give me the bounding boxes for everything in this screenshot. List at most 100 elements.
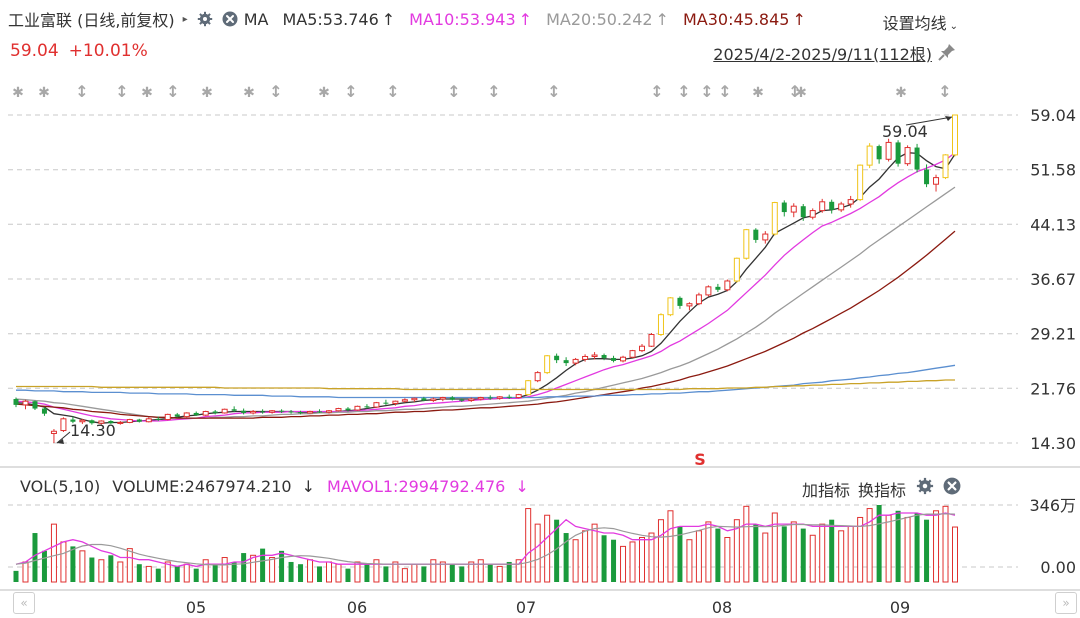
double-chevron-right-icon: » xyxy=(1062,596,1070,610)
candle-body xyxy=(383,402,389,404)
candle-body xyxy=(534,372,541,382)
stock-name[interactable]: 工业富联 (日线,前复权) xyxy=(8,11,175,30)
volume-bar xyxy=(411,563,418,583)
volume-bar xyxy=(212,564,218,582)
candle-body xyxy=(32,401,38,409)
current-price: 59.04 xyxy=(10,41,59,61)
price-tick-label: 29.21 xyxy=(1030,325,1076,344)
candles xyxy=(13,114,958,443)
volume-bar xyxy=(885,514,892,583)
scroll-right-button[interactable]: » xyxy=(1055,592,1077,614)
pin-icon[interactable] xyxy=(937,42,957,62)
candle-body xyxy=(126,419,133,423)
volume-bar xyxy=(582,530,589,583)
event-arrow-marker: ↕ xyxy=(700,82,713,101)
candle-body xyxy=(117,421,124,424)
candle-body xyxy=(876,146,882,160)
month-tick-label: 07 xyxy=(516,598,536,617)
volume-bar xyxy=(952,526,958,583)
ma-line xyxy=(15,230,956,419)
candle-body xyxy=(601,355,607,358)
ma-legend: MA5:53.746 ↑ MA10:53.943 ↑ MA20:50.242 ↑ MA30:… xyxy=(268,10,805,29)
candle-body xyxy=(544,355,551,374)
candle-body xyxy=(554,355,560,361)
candle-body xyxy=(364,406,370,408)
candle-body xyxy=(487,397,493,399)
low-price-label: 14.30 xyxy=(70,421,116,440)
candle-body xyxy=(307,410,314,414)
volume-bar xyxy=(563,533,569,582)
candle-body xyxy=(449,397,455,400)
close-icon[interactable] xyxy=(222,11,238,27)
ma-legend-item: MA20:50.242 ↑ xyxy=(546,10,669,29)
volume-bar xyxy=(847,525,854,583)
volume-bar xyxy=(838,530,845,583)
candle-body xyxy=(468,398,475,401)
volume-bar xyxy=(753,524,759,582)
candle-body xyxy=(506,396,512,398)
candle-body xyxy=(430,398,437,401)
high-pointer-line xyxy=(905,116,953,126)
change-percent: +10.01% xyxy=(68,41,148,61)
ma-trend-arrow: ↑ xyxy=(381,9,396,29)
month-tick-label: 08 xyxy=(712,598,732,617)
volume-gear-icon[interactable] xyxy=(916,477,934,495)
candle-body xyxy=(335,408,342,412)
candle-body xyxy=(648,333,655,347)
candle-body xyxy=(695,294,702,305)
scroll-left-button[interactable]: « xyxy=(13,592,35,614)
candle-body xyxy=(762,233,769,241)
volume-bar xyxy=(164,561,171,583)
date-range[interactable]: 2025/4/2-2025/9/11(112根) xyxy=(713,45,932,64)
candle-body xyxy=(41,408,47,414)
volume-bar xyxy=(771,512,778,583)
candle-body xyxy=(933,177,940,185)
add-indicator-button[interactable]: 加指标 xyxy=(801,481,850,500)
high-pointer-arrowhead xyxy=(945,116,952,121)
price-tick-label: 59.04 xyxy=(1030,106,1076,125)
volume-bar xyxy=(22,561,29,583)
vol-indicator-name[interactable]: VOL(5,10) xyxy=(20,477,101,496)
candle-body xyxy=(496,396,503,399)
gear-icon[interactable] xyxy=(197,11,213,27)
ma-legend-item: MA5:53.746 ↑ xyxy=(282,10,395,29)
candle-body xyxy=(847,199,854,205)
candle-body xyxy=(895,142,901,164)
ma-settings-button[interactable]: 设置均线 ⌄ xyxy=(883,10,958,34)
month-tick-label: 06 xyxy=(347,598,367,617)
candle-body xyxy=(212,411,218,413)
mavol2-line xyxy=(15,513,956,566)
price-tick-label: 36.67 xyxy=(1030,270,1076,289)
volume-bar xyxy=(667,510,674,583)
candle-body xyxy=(345,408,351,411)
volume-bar xyxy=(41,550,47,582)
volume-bar xyxy=(383,566,389,582)
volume-bar xyxy=(317,566,323,582)
ma-legend-item: MA30:45.845 ↑ xyxy=(683,10,806,29)
candle-body xyxy=(677,297,683,306)
candle-body xyxy=(459,399,465,401)
volume-bar xyxy=(895,510,901,582)
switch-indicator-button[interactable]: 换指标 xyxy=(857,481,906,500)
ma-lines xyxy=(15,152,956,424)
volume-bar xyxy=(145,565,152,583)
volume-close-icon[interactable] xyxy=(943,477,961,495)
candle-body xyxy=(22,400,29,406)
ma-line xyxy=(15,152,956,422)
triangle-right-icon[interactable]: ▸ xyxy=(182,13,188,25)
candle-body xyxy=(50,430,57,434)
event-arrow-marker: ↕ xyxy=(447,82,460,101)
volume-bar xyxy=(487,564,493,582)
volume-bar xyxy=(421,566,427,582)
volume-bar xyxy=(781,526,787,582)
candle-body xyxy=(809,210,816,218)
candle-body xyxy=(582,355,589,360)
volume-bar xyxy=(250,554,257,583)
candle-body xyxy=(515,394,522,399)
candle-body xyxy=(591,354,598,357)
candle-body xyxy=(667,297,674,316)
ma-line xyxy=(16,364,956,399)
title-row: 工业富联 (日线,前复权) ▸ MA MA5:53.746 ↑ MA10:53.94… xyxy=(0,6,806,32)
candle-body xyxy=(136,419,142,422)
